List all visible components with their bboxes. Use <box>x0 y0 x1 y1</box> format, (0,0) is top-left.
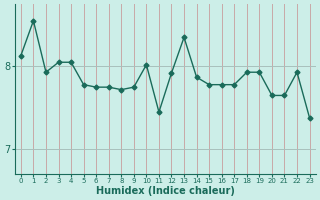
X-axis label: Humidex (Indice chaleur): Humidex (Indice chaleur) <box>96 186 235 196</box>
